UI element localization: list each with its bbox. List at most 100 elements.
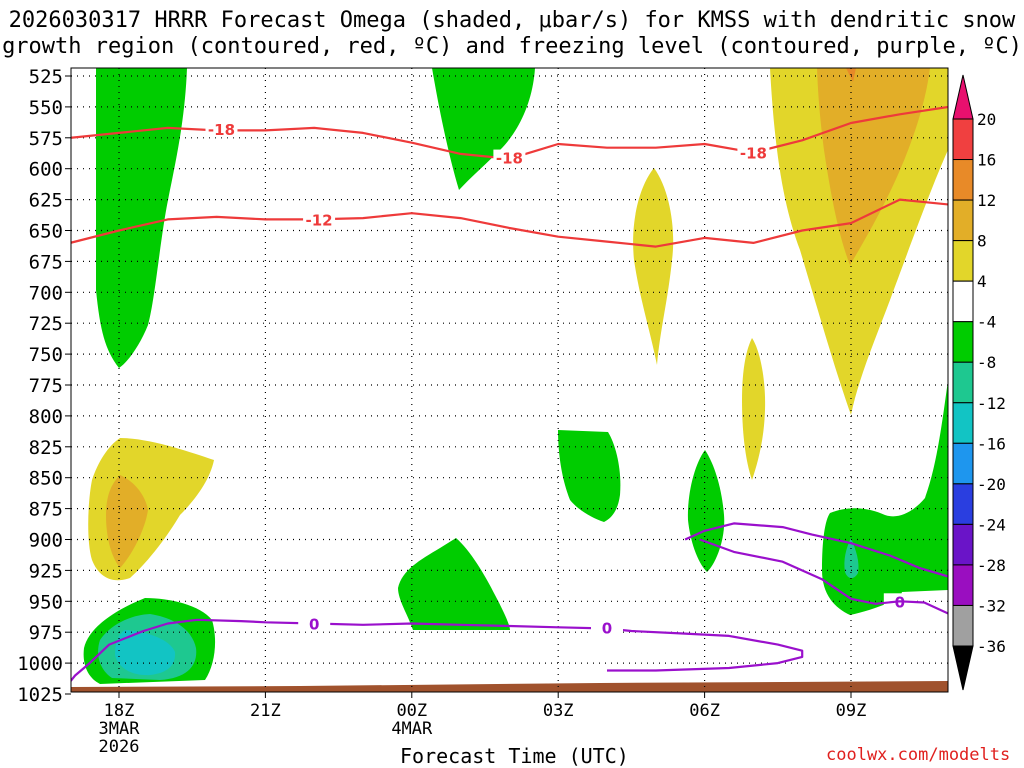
y-tick-label: 550 xyxy=(29,97,63,119)
contours: -18-18 -18-120 00 xyxy=(71,105,948,683)
chart-title-line1: 2026030317 HRRR Forecast Omega (shaded, … xyxy=(8,8,1016,33)
contour-label-bg xyxy=(591,619,623,636)
y-tick-label: 775 xyxy=(29,375,63,397)
colorbar-segment xyxy=(952,523,974,566)
y-tick-label: 650 xyxy=(29,221,63,243)
y-tick-label: 725 xyxy=(29,313,63,335)
y-tick-label: 700 xyxy=(29,282,63,304)
omega-region xyxy=(742,338,766,480)
x-tick-label: 18Z xyxy=(104,701,135,721)
plot-frame xyxy=(70,67,949,693)
colorbar-segment xyxy=(952,361,974,404)
x-tick-date: 3MAR xyxy=(99,719,141,739)
x-tick-label: 06Z xyxy=(689,701,720,721)
y-tick-label: 575 xyxy=(29,128,63,150)
colorbar-tick-label: 4 xyxy=(977,272,987,291)
y-tick-label: 875 xyxy=(29,499,63,521)
contour-label: 0 xyxy=(602,619,612,637)
colorbar-segment xyxy=(952,402,974,444)
colorbar-bottom-triangle xyxy=(952,645,974,691)
colorbar-segment xyxy=(952,604,974,647)
chart-title-line2: growth region (contoured, red, ºC) and f… xyxy=(2,34,1022,59)
y-tick-label: 1025 xyxy=(17,684,63,706)
omega-region xyxy=(844,538,859,579)
colorbar-tick-label: -4 xyxy=(977,313,996,332)
colorbar-segment xyxy=(952,564,974,606)
contour-label-bg xyxy=(493,149,526,166)
contour-label: -12 xyxy=(306,211,333,229)
colorbar-segment xyxy=(952,240,974,282)
colorbar-tick-label: -28 xyxy=(977,556,1006,575)
contour-label: -18 xyxy=(496,150,523,168)
y-tick-label: 1000 xyxy=(17,653,63,675)
x-tick-label: 21Z xyxy=(250,701,281,721)
colorbar-top-triangle xyxy=(952,74,974,120)
contour-freezing xyxy=(684,522,948,578)
y-tick-label: 800 xyxy=(29,406,63,428)
omega-region xyxy=(115,630,176,676)
x-tick-year: 2026 xyxy=(99,737,140,757)
y-tick-label: 900 xyxy=(29,530,63,552)
contour-freezing xyxy=(699,538,948,615)
colorbar-tick-label: -12 xyxy=(977,394,1006,413)
contour-label: 0 xyxy=(309,616,319,634)
omega-region xyxy=(96,68,187,368)
colorbar-segment xyxy=(952,159,974,201)
y-axis: 525 550 575 600 625 650 675 700 725 750 775 800 825 8… xyxy=(17,66,71,706)
y-tick-label: 825 xyxy=(29,437,63,459)
omega-region xyxy=(633,168,674,365)
y-tick-label: 750 xyxy=(29,344,63,366)
omega-region xyxy=(817,68,930,265)
contour-label-bg xyxy=(737,144,770,161)
omega-region xyxy=(432,68,535,190)
colorbar-segment xyxy=(952,442,974,485)
omega-region xyxy=(822,380,948,615)
colorbar-tick-label: -8 xyxy=(977,353,996,372)
colorbar-segment xyxy=(952,280,974,323)
colorbar-segment xyxy=(952,321,974,363)
y-tick-label: 625 xyxy=(29,190,63,212)
x-axis-label: Forecast Time (UTC) xyxy=(400,744,629,768)
colorbar-tick-label: -16 xyxy=(977,434,1006,453)
colorbar-segment xyxy=(952,199,974,242)
y-tick-label: 975 xyxy=(29,622,63,644)
omega-region xyxy=(558,430,621,522)
omega-region xyxy=(687,450,725,572)
colorbar-tick-label: 12 xyxy=(977,191,996,210)
colorbar-tick-label: -24 xyxy=(977,515,1006,534)
contour-label-bg xyxy=(298,615,331,632)
x-tick-label: 09Z xyxy=(836,701,867,721)
y-tick-label: 525 xyxy=(29,66,63,88)
y-tick-label: 925 xyxy=(29,560,63,582)
contour-label-bg xyxy=(303,211,336,228)
omega-region xyxy=(398,538,510,630)
contour-dgz xyxy=(71,198,948,248)
x-tick-date: 4MAR xyxy=(391,719,433,739)
colorbar-tick-label: -20 xyxy=(977,475,1006,494)
contour-label: -18 xyxy=(208,121,235,139)
grid xyxy=(71,68,948,692)
omega-shading xyxy=(71,68,948,692)
colorbar-tick-label: -36 xyxy=(977,637,1006,656)
colorbar-tick-label: 8 xyxy=(977,232,987,251)
x-tick-label: 00Z xyxy=(396,701,427,721)
colorbar-tick-label: 16 xyxy=(977,151,996,170)
contour-label: -18 xyxy=(740,145,767,163)
ground-fill xyxy=(71,681,948,692)
colorbar-tick-label: 20 xyxy=(977,110,996,129)
credit-text: coolwx.com/modelts xyxy=(826,745,1011,765)
colorbar-segment xyxy=(952,118,974,161)
colorbar: 20 16 12 8 4 -4 -8 -12 -16 -20 -24 -28 -32 -36 xyxy=(952,74,1006,691)
contour-freezing xyxy=(71,618,804,683)
y-tick-label: 600 xyxy=(29,159,63,181)
colorbar-tick-label: -32 xyxy=(977,596,1006,615)
contour-label-bg xyxy=(205,121,238,138)
x-tick-label: 03Z xyxy=(543,701,574,721)
y-tick-label: 850 xyxy=(29,468,63,490)
y-tick-label: 675 xyxy=(29,251,63,273)
colorbar-segment xyxy=(952,483,974,525)
omega-region xyxy=(106,475,148,568)
y-tick-label: 950 xyxy=(29,591,63,613)
